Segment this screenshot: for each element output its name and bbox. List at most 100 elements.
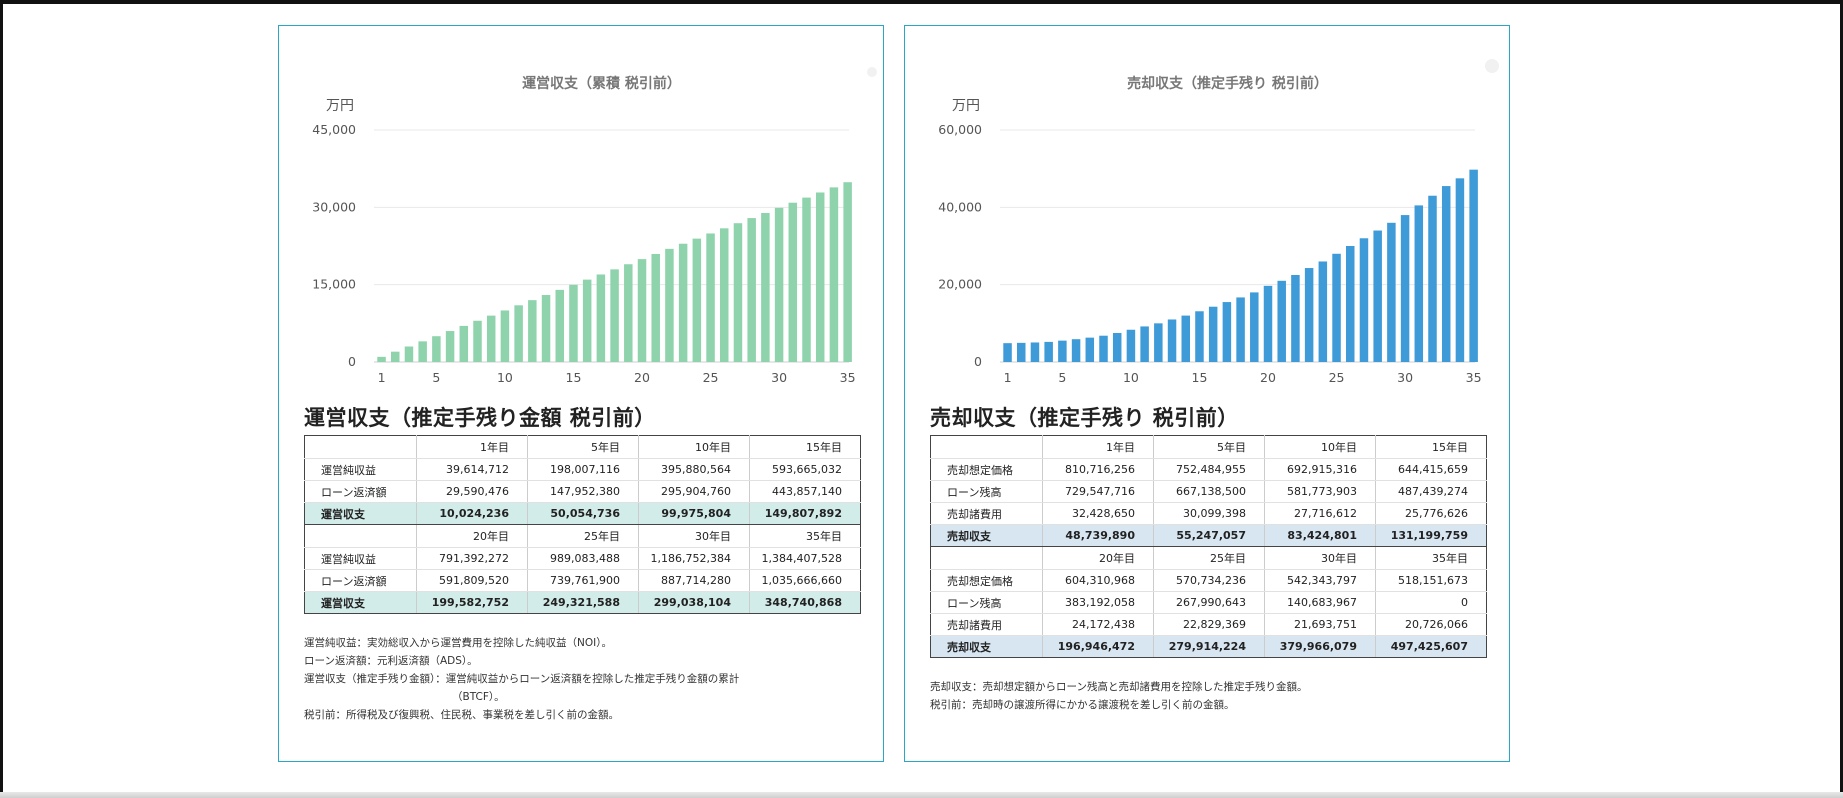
- chart-menu-dot: [1485, 59, 1499, 73]
- bar[interactable]: [1304, 268, 1314, 362]
- bar[interactable]: [1387, 222, 1396, 362]
- bar[interactable]: [377, 356, 386, 362]
- bar[interactable]: [445, 331, 455, 362]
- bar[interactable]: [555, 289, 564, 362]
- bar[interactable]: [1400, 215, 1410, 362]
- bar[interactable]: [1428, 195, 1437, 362]
- note-definition: 売却時の譲渡所得にかかる譲渡税を差し引く前の金額。: [972, 699, 1235, 711]
- bar[interactable]: [1414, 205, 1424, 362]
- sale-income-section-title: 売却収支（推定手残り 税引前）: [930, 406, 1239, 430]
- bar[interactable]: [1085, 337, 1095, 362]
- bar[interactable]: [1126, 329, 1136, 362]
- sale-income-table: 1年目 5年目 10年目 15年目 売却想定価格 810,716,256 752,484,9…: [930, 435, 1487, 658]
- bar[interactable]: [1071, 339, 1081, 362]
- bar[interactable]: [747, 218, 756, 362]
- bar[interactable]: [1469, 169, 1478, 362]
- bar[interactable]: [1263, 285, 1273, 362]
- table-cell: 1年目: [416, 435, 528, 459]
- bar[interactable]: [761, 212, 770, 362]
- bar[interactable]: [1291, 275, 1300, 362]
- bar[interactable]: [596, 274, 606, 362]
- bar[interactable]: [788, 202, 798, 362]
- table-cell: 1,186,752,384: [638, 547, 750, 570]
- chart-title: 運営収支（累積 税引前）: [522, 75, 681, 92]
- table-cell: 27,716,612: [1264, 502, 1376, 525]
- bar[interactable]: [418, 341, 427, 362]
- bar[interactable]: [843, 182, 852, 362]
- table-cell: 383,192,058: [1042, 591, 1154, 614]
- table-cell: 10年目: [638, 435, 750, 459]
- table-cell: 売却想定価格: [930, 569, 1043, 592]
- note-term: 税引前：: [930, 699, 972, 711]
- bar[interactable]: [1044, 341, 1053, 362]
- bar[interactable]: [720, 228, 729, 362]
- note-term: 売却収支：: [930, 681, 983, 693]
- bar[interactable]: [1154, 323, 1163, 362]
- table-cell: 147,952,380: [527, 480, 639, 503]
- table-cell: 249,321,588: [527, 591, 639, 614]
- bar[interactable]: [1003, 343, 1012, 362]
- bar[interactable]: [1222, 302, 1232, 362]
- bar[interactable]: [1373, 230, 1382, 362]
- note-term: 運営純収益：: [304, 637, 367, 649]
- bar[interactable]: [774, 207, 784, 362]
- table-cell: 295,904,760: [638, 480, 750, 503]
- bar[interactable]: [665, 248, 674, 362]
- bar[interactable]: [1208, 306, 1218, 362]
- note-line: 運営純収益： 実効総収入から運営費用を控除した純収益（NOI）。: [304, 634, 739, 652]
- bar[interactable]: [528, 300, 537, 362]
- bar[interactable]: [1195, 311, 1204, 362]
- table-header-row: 20年目 25年目 30年目 35年目: [304, 524, 861, 548]
- bar[interactable]: [514, 305, 523, 362]
- bar[interactable]: [1112, 333, 1122, 362]
- table-row: 運営純収益 39,614,712 198,007,116 395,880,564 593…: [304, 458, 861, 481]
- bar[interactable]: [459, 325, 469, 362]
- bar[interactable]: [1167, 319, 1177, 362]
- bar[interactable]: [1346, 246, 1355, 362]
- bar[interactable]: [1030, 342, 1040, 362]
- bar[interactable]: [541, 295, 551, 362]
- x-tick-label: 25: [703, 370, 719, 385]
- note-line: 運営収支（推定手残り金額）： 運営純収益からローン返済額を控除した推定手残り金額の…: [304, 670, 739, 688]
- table-cell: 35年目: [749, 524, 861, 548]
- bar[interactable]: [1181, 315, 1190, 362]
- bar[interactable]: [1441, 186, 1451, 362]
- bar[interactable]: [624, 264, 633, 362]
- note-definition: 元利返済額（ADS）。: [376, 655, 478, 667]
- bar[interactable]: [706, 233, 715, 362]
- bar[interactable]: [486, 315, 496, 362]
- table-cell: 30年目: [638, 524, 750, 548]
- bar[interactable]: [1455, 178, 1465, 362]
- sale-income-panel: 売却収支（推定手残り 税引前） 万円 0 20,000 40,000 60,000 1 5 10…: [904, 25, 1510, 762]
- bar[interactable]: [1332, 253, 1341, 362]
- table-row: ローン返済額 591,809,520 739,761,900 887,714,280 1…: [304, 569, 861, 592]
- bar[interactable]: [569, 284, 578, 362]
- bar[interactable]: [1250, 292, 1259, 362]
- bar[interactable]: [1016, 342, 1026, 362]
- bar[interactable]: [1058, 340, 1067, 362]
- bar[interactable]: [1099, 335, 1108, 362]
- bar[interactable]: [678, 243, 688, 362]
- bar[interactable]: [390, 351, 400, 362]
- bar[interactable]: [1277, 280, 1286, 362]
- bar[interactable]: [637, 259, 647, 362]
- bar[interactable]: [610, 269, 619, 362]
- bar[interactable]: [404, 346, 414, 362]
- bar[interactable]: [815, 192, 825, 362]
- bar[interactable]: [432, 336, 441, 362]
- table-cell: 運営純収益: [304, 547, 417, 570]
- bar[interactable]: [1236, 297, 1245, 362]
- bar[interactable]: [651, 253, 660, 362]
- bar[interactable]: [692, 238, 702, 362]
- bar[interactable]: [473, 320, 482, 362]
- bar[interactable]: [829, 187, 839, 362]
- bar[interactable]: [582, 279, 592, 362]
- bar[interactable]: [802, 197, 811, 362]
- bar[interactable]: [500, 310, 510, 362]
- table-cell: 887,714,280: [638, 569, 750, 592]
- y-tick-label: 40,000: [938, 199, 982, 214]
- bar[interactable]: [1359, 238, 1369, 362]
- bar[interactable]: [733, 223, 743, 362]
- bar[interactable]: [1318, 261, 1328, 362]
- bar[interactable]: [1140, 326, 1149, 362]
